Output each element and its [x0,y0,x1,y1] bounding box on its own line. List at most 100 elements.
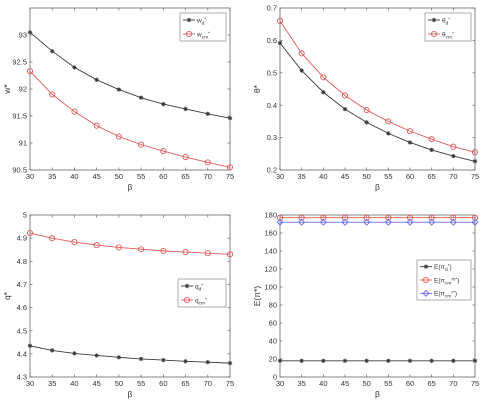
chart-2: 30 35 40 45 50 55 60 65 70 75 0.2 0.3 0.4 0.5 0.6 0.7 β θ… [252,4,479,192]
x-tick-label: 30 [276,172,284,181]
x-tick-label: 30 [276,379,284,388]
legend-label: θcm* [442,30,454,40]
x-tick-label: 65 [181,172,189,181]
data-point [276,17,284,25]
x-tick-label: 55 [384,172,392,181]
data-point [450,214,457,221]
y-tick-label: 90.5 [12,166,27,175]
data-point [363,107,370,114]
y-tick-label: 0.7 [267,4,277,13]
data-point [27,30,33,35]
y-tick-label: 80 [269,301,277,310]
series-line [29,31,231,119]
data-point [320,74,327,81]
data-point [94,77,99,83]
data-point [93,242,100,249]
x-tick-label: 50 [362,379,370,388]
series-line [29,232,231,255]
y-tick-label: 140 [264,247,277,256]
data-point [50,348,55,353]
x-tick-label: 30 [26,172,34,181]
x-tick-label: 35 [48,379,56,388]
x-tick-label: 40 [319,172,327,181]
data-point [298,50,305,57]
x-tick-label: 70 [204,172,212,181]
data-point [321,358,326,363]
data-point [115,133,122,140]
x-tick-label: 75 [471,172,479,181]
y-tick-label: 92 [19,85,27,94]
data-point [471,214,479,221]
data-point [138,95,144,100]
x-tick-label: 50 [115,379,123,388]
data-point [205,111,210,117]
data-point [161,101,166,107]
data-point [299,68,304,73]
x-tick-label: 40 [70,379,78,388]
y-tick-label: 0.4 [267,101,277,110]
data-point [49,91,56,98]
legend-marker [431,17,437,23]
data-point [138,141,145,148]
data-point [472,159,478,164]
x-tick-label: 70 [449,172,457,181]
data-point [26,68,34,75]
series-line [29,70,231,168]
legend-label: qd* [195,282,203,292]
data-point [50,49,55,54]
data-point [182,153,189,161]
y-tick-label: 0.2 [267,166,277,175]
data-point [386,131,391,136]
x-tick-label: 55 [137,172,145,181]
y-tick-label: 0.6 [267,36,277,45]
x-tick-label: 60 [159,172,167,181]
data-point [319,218,327,226]
x-tick-label: 65 [181,379,189,388]
data-point [407,358,413,363]
data-point [116,87,122,92]
x-tick-label: 40 [319,379,327,388]
data-point [93,122,100,129]
y-tick-label: 91.5 [12,112,27,121]
y-tick-label: 93 [19,31,27,40]
data-point [406,128,414,135]
data-point [227,360,233,366]
series-line [279,20,476,153]
y-tick-label: 4.8 [17,257,27,266]
data-point [406,214,414,221]
data-point [276,214,284,221]
x-tick-label: 60 [406,379,414,388]
data-point [407,140,413,145]
data-point [449,218,457,226]
x-tick-label: 45 [341,172,349,181]
legend-marker [422,289,430,297]
data-point [298,218,306,226]
x-tick-label: 75 [471,379,479,388]
legend-marker [184,283,190,289]
data-point [277,358,283,363]
data-point [299,358,304,363]
x-tick-label: 45 [92,172,100,181]
data-point [204,159,211,166]
legend-label: θd* [442,16,450,26]
data-point [115,244,122,251]
y-axis-label: E(π*) [252,286,262,307]
data-point [429,358,434,363]
data-point [226,251,234,258]
data-point [227,115,233,121]
data-point [429,147,434,153]
data-point [116,355,122,360]
x-tick-label: 50 [115,172,123,181]
legend-marker [430,30,438,38]
x-tick-label: 45 [341,379,349,388]
y-tick-label: 20 [269,355,277,364]
data-point [26,230,34,237]
data-point [226,164,234,171]
y-tick-label: 4.7 [17,280,27,289]
x-axis-label: β [375,389,380,399]
data-point [160,148,167,155]
data-point [138,356,144,362]
legend-label: wcm* [196,30,210,40]
data-point [385,118,392,125]
data-point [451,358,456,363]
